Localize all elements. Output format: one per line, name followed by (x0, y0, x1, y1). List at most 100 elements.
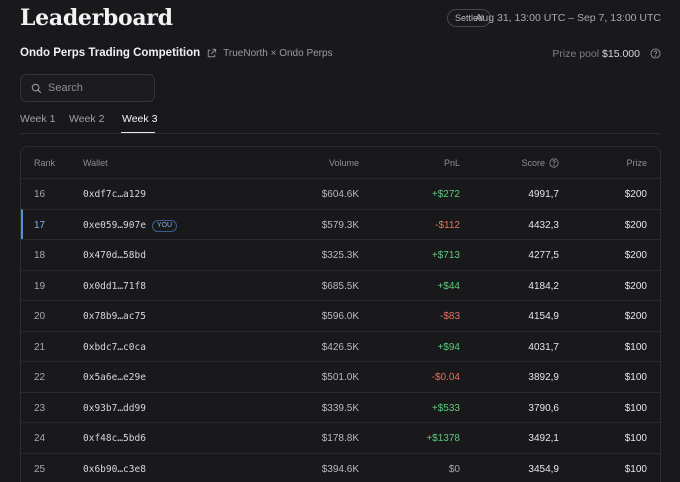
wallet-cell[interactable]: 0xbdc7…c0ca (83, 342, 146, 353)
wallet-cell[interactable]: 0xf48c…5bd6 (83, 433, 146, 444)
header-pnl[interactable]: PnL (443, 158, 460, 168)
volume-cell: $604.6K (321, 189, 359, 200)
help-circle-icon[interactable] (549, 158, 559, 168)
rank-cell: 16 (34, 189, 46, 200)
pnl-cell: -$112 (435, 219, 460, 231)
volume-cell: $426.5K (321, 341, 359, 353)
page-title: Leaderboard (20, 5, 173, 31)
prize-pool-label: Prize pool (552, 48, 600, 60)
prize-cell: $200 (624, 280, 647, 292)
rank-cell: 21 (34, 341, 46, 353)
volume-cell: $596.0K (321, 311, 359, 322)
tab-week-3[interactable]: Week 3 (122, 113, 158, 125)
volume-cell: $579.3K (321, 219, 359, 231)
wallet-address: 0xe059…907e (83, 219, 146, 231)
score-cell: 3892,9 (528, 372, 559, 383)
volume-cell: $501.0K (321, 372, 359, 383)
volume-cell: $685.5K (321, 280, 359, 292)
wallet-cell[interactable]: 0xdf7c…a129 (83, 189, 146, 200)
score-cell: 4031,7 (528, 341, 559, 353)
rank-cell: 20 (34, 311, 46, 322)
prize-pool: Prize pool $15.000 (552, 48, 640, 60)
help-circle-icon[interactable] (650, 48, 661, 59)
tabs-divider (20, 133, 660, 134)
tab-week-1[interactable]: Week 1 (20, 113, 56, 125)
table-row[interactable]: 25 0x6b90…c3e8 $394.6K $0 3454,9 $100 (21, 452, 660, 482)
rank-cell: 22 (34, 372, 46, 383)
week-tabs: Week 1 Week 2 Week 3 (20, 113, 660, 134)
prize-cell: $200 (624, 189, 647, 200)
score-cell: 3492,1 (528, 433, 559, 444)
search-box[interactable] (20, 74, 155, 102)
wallet-address: 0x0dd1…71f8 (83, 280, 146, 292)
status-badge: Settled (447, 9, 491, 27)
rank-cell: 19 (34, 280, 46, 292)
header-prize[interactable]: Prize (626, 158, 647, 168)
rank-cell: 18 (34, 250, 46, 261)
pnl-cell: +$94 (437, 341, 460, 353)
score-cell: 4277,5 (528, 250, 559, 261)
prize-cell: $100 (624, 433, 647, 444)
score-cell: 3790,6 (528, 402, 559, 414)
wallet-cell[interactable]: 0x6b90…c3e8 (83, 464, 146, 475)
rank-cell: 23 (34, 402, 46, 414)
pnl-cell: $0 (448, 463, 460, 475)
score-cell: 4184,2 (528, 280, 559, 292)
prize-cell: $100 (624, 463, 647, 475)
prize-cell: $200 (624, 250, 647, 261)
competition-name: Ondo Perps Trading Competition (20, 47, 201, 59)
wallet-address: 0xdf7c…a129 (83, 189, 146, 200)
prize-cell: $100 (624, 402, 647, 414)
pnl-cell: +$533 (431, 402, 460, 414)
wallet-address: 0xbdc7…c0ca (83, 341, 146, 353)
pnl-cell: +$713 (431, 250, 460, 261)
table-row[interactable]: 22 0x5a6e…e29e $501.0K -$0.04 3892,9 $100 (21, 361, 660, 392)
leaderboard-table: Rank Wallet Volume PnL Score Prize 16 0xd… (20, 146, 661, 482)
wallet-address: 0x470d…58bd (83, 250, 146, 261)
tab-week-2[interactable]: Week 2 (69, 113, 105, 125)
rank-cell: 25 (34, 463, 46, 475)
score-cell: 4432,3 (528, 219, 559, 231)
table-row[interactable]: 19 0x0dd1…71f8 $685.5K +$44 4184,2 $200 (21, 269, 660, 301)
prize-cell: $200 (624, 311, 647, 322)
rank-cell: 24 (34, 433, 46, 444)
wallet-cell[interactable]: 0x5a6e…e29e (83, 372, 146, 383)
wallet-address: 0xf48c…5bd6 (83, 433, 146, 444)
header-volume[interactable]: Volume (328, 158, 359, 168)
rank-cell: 17 (34, 219, 46, 231)
volume-cell: $325.3K (321, 250, 359, 261)
wallet-cell[interactable]: 0x78b9…ac75 (83, 311, 146, 322)
table-row[interactable]: 18 0x470d…58bd $325.3K +$713 4277,5 $200 (21, 239, 660, 270)
wallet-cell[interactable]: 0x93b7…dd99 (83, 403, 146, 414)
table-row[interactable]: 20 0x78b9…ac75 $596.0K -$83 4154,9 $200 (21, 300, 660, 331)
prize-cell: $100 (624, 372, 647, 383)
search-icon (31, 83, 42, 94)
header-wallet[interactable]: Wallet (83, 158, 108, 168)
score-cell: 3454,9 (528, 463, 559, 475)
pnl-cell: +$272 (431, 189, 460, 200)
header-rank[interactable]: Rank (34, 158, 56, 168)
wallet-cell[interactable]: 0x0dd1…71f8 (83, 281, 146, 292)
pnl-cell: +$1378 (426, 433, 460, 444)
pnl-cell: +$44 (437, 280, 460, 292)
score-cell: 4154,9 (528, 311, 559, 322)
table-row[interactable]: 17 0xe059…907e YOU $579.3K -$112 4432,3 $200 (21, 208, 660, 239)
wallet-address: 0x78b9…ac75 (83, 311, 146, 322)
header-score-group[interactable]: Score (521, 158, 559, 168)
wallet-cell[interactable]: 0xe059…907e YOU (83, 219, 178, 232)
competition-subtitle: TrueNorth × Ondo Perps (223, 47, 333, 59)
wallet-address: 0x93b7…dd99 (83, 402, 146, 414)
prize-cell: $200 (624, 219, 647, 231)
table-row[interactable]: 24 0xf48c…5bd6 $178.8K +$1378 3492,1 $100 (21, 422, 660, 453)
wallet-cell[interactable]: 0x470d…58bd (83, 250, 146, 261)
table-row[interactable]: 16 0xdf7c…a129 $604.6K +$272 4991,7 $200 (21, 178, 660, 209)
search-input[interactable] (48, 82, 143, 94)
table-row[interactable]: 21 0xbdc7…c0ca $426.5K +$94 4031,7 $100 (21, 330, 660, 362)
wallet-address: 0x5a6e…e29e (83, 372, 146, 383)
external-link-icon[interactable] (206, 48, 217, 59)
table-row[interactable]: 23 0x93b7…dd99 $339.5K +$533 3790,6 $100 (21, 391, 660, 423)
wallet-address: 0x6b90…c3e8 (83, 463, 146, 475)
volume-cell: $394.6K (321, 463, 359, 475)
pnl-cell: -$83 (439, 311, 460, 322)
prize-pool-value: $15.000 (602, 48, 640, 60)
